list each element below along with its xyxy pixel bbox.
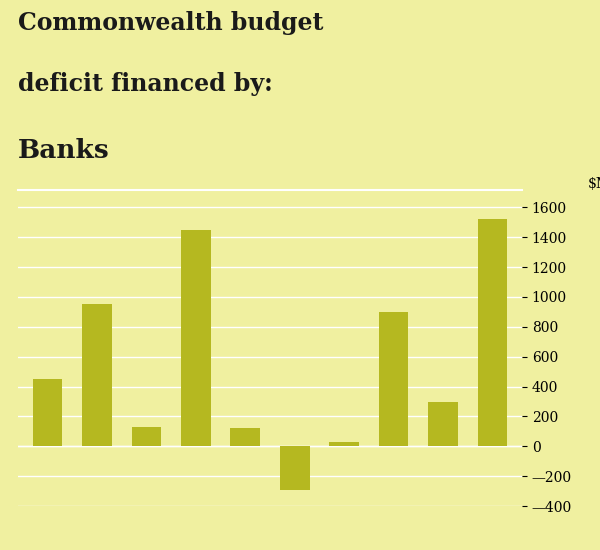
- Bar: [131, 427, 161, 446]
- Bar: [329, 442, 359, 446]
- Bar: [280, 446, 310, 490]
- Bar: [33, 379, 62, 446]
- Bar: [230, 428, 260, 446]
- Bar: [478, 219, 507, 446]
- Bar: [82, 305, 112, 446]
- Text: $M: $M: [587, 177, 600, 191]
- Text: Banks: Banks: [18, 138, 110, 162]
- Bar: [379, 312, 409, 446]
- Bar: [428, 402, 458, 446]
- Text: deficit financed by:: deficit financed by:: [18, 72, 273, 96]
- Text: Commonwealth budget: Commonwealth budget: [18, 11, 323, 35]
- Bar: [181, 230, 211, 446]
